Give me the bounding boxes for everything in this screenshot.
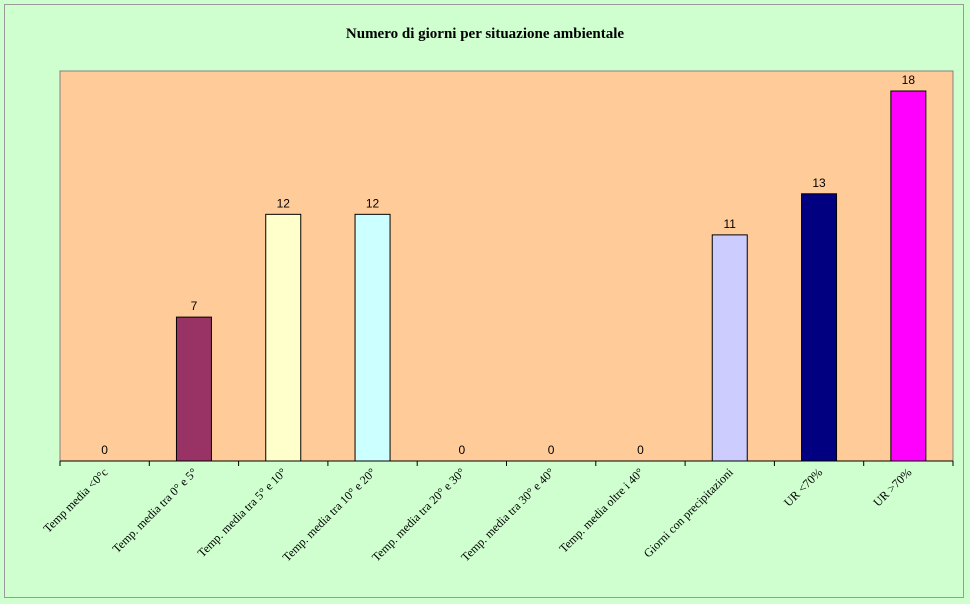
x-tick-label-2: Temp. media tra 5° e 10° bbox=[195, 465, 290, 560]
bar-1 bbox=[175, 316, 212, 462]
data-label-8: 13 bbox=[812, 176, 826, 190]
data-label-1: 7 bbox=[191, 299, 198, 313]
bar-2 bbox=[265, 213, 302, 462]
data-label-0: 0 bbox=[101, 443, 108, 457]
chart-title: Numero di giorni per situazione ambienta… bbox=[346, 26, 625, 42]
bar-8 bbox=[801, 193, 838, 462]
data-label-7: 11 bbox=[724, 217, 737, 231]
x-tick-label-9: UR >70% bbox=[870, 465, 914, 509]
bar-9 bbox=[890, 90, 927, 462]
data-label-3: 12 bbox=[366, 196, 380, 210]
bar-3 bbox=[354, 213, 391, 462]
data-label-5: 0 bbox=[548, 443, 555, 457]
x-tick-label-5: Temp. media tra 30° e 40° bbox=[458, 465, 557, 564]
bar-7 bbox=[711, 234, 748, 462]
chart-frame bbox=[4, 4, 964, 598]
x-tick-label-7: Giorni con precipitazioni bbox=[641, 465, 737, 561]
x-tick-label-0: Temp media <0°c bbox=[41, 465, 111, 535]
data-label-4: 0 bbox=[459, 443, 466, 457]
x-tick-label-8: UR <70% bbox=[781, 465, 825, 509]
x-ticks-group bbox=[59, 461, 954, 466]
data-label-6: 0 bbox=[637, 443, 644, 457]
x-tick-label-6: Temp. media oltre i 40° bbox=[556, 465, 646, 555]
x-tick-label-1: Temp. media tra 0° e 5° bbox=[110, 465, 201, 556]
data-label-2: 12 bbox=[277, 196, 291, 210]
data-labels-group: 0 7 12 12 0 0 0 11 13 18 bbox=[101, 73, 915, 457]
data-label-9: 18 bbox=[902, 73, 916, 87]
x-tick-label-4: Temp. media tra 20° e 30° bbox=[369, 465, 468, 564]
x-tick-label-3: Temp. media tra 10° e 20° bbox=[280, 465, 379, 564]
